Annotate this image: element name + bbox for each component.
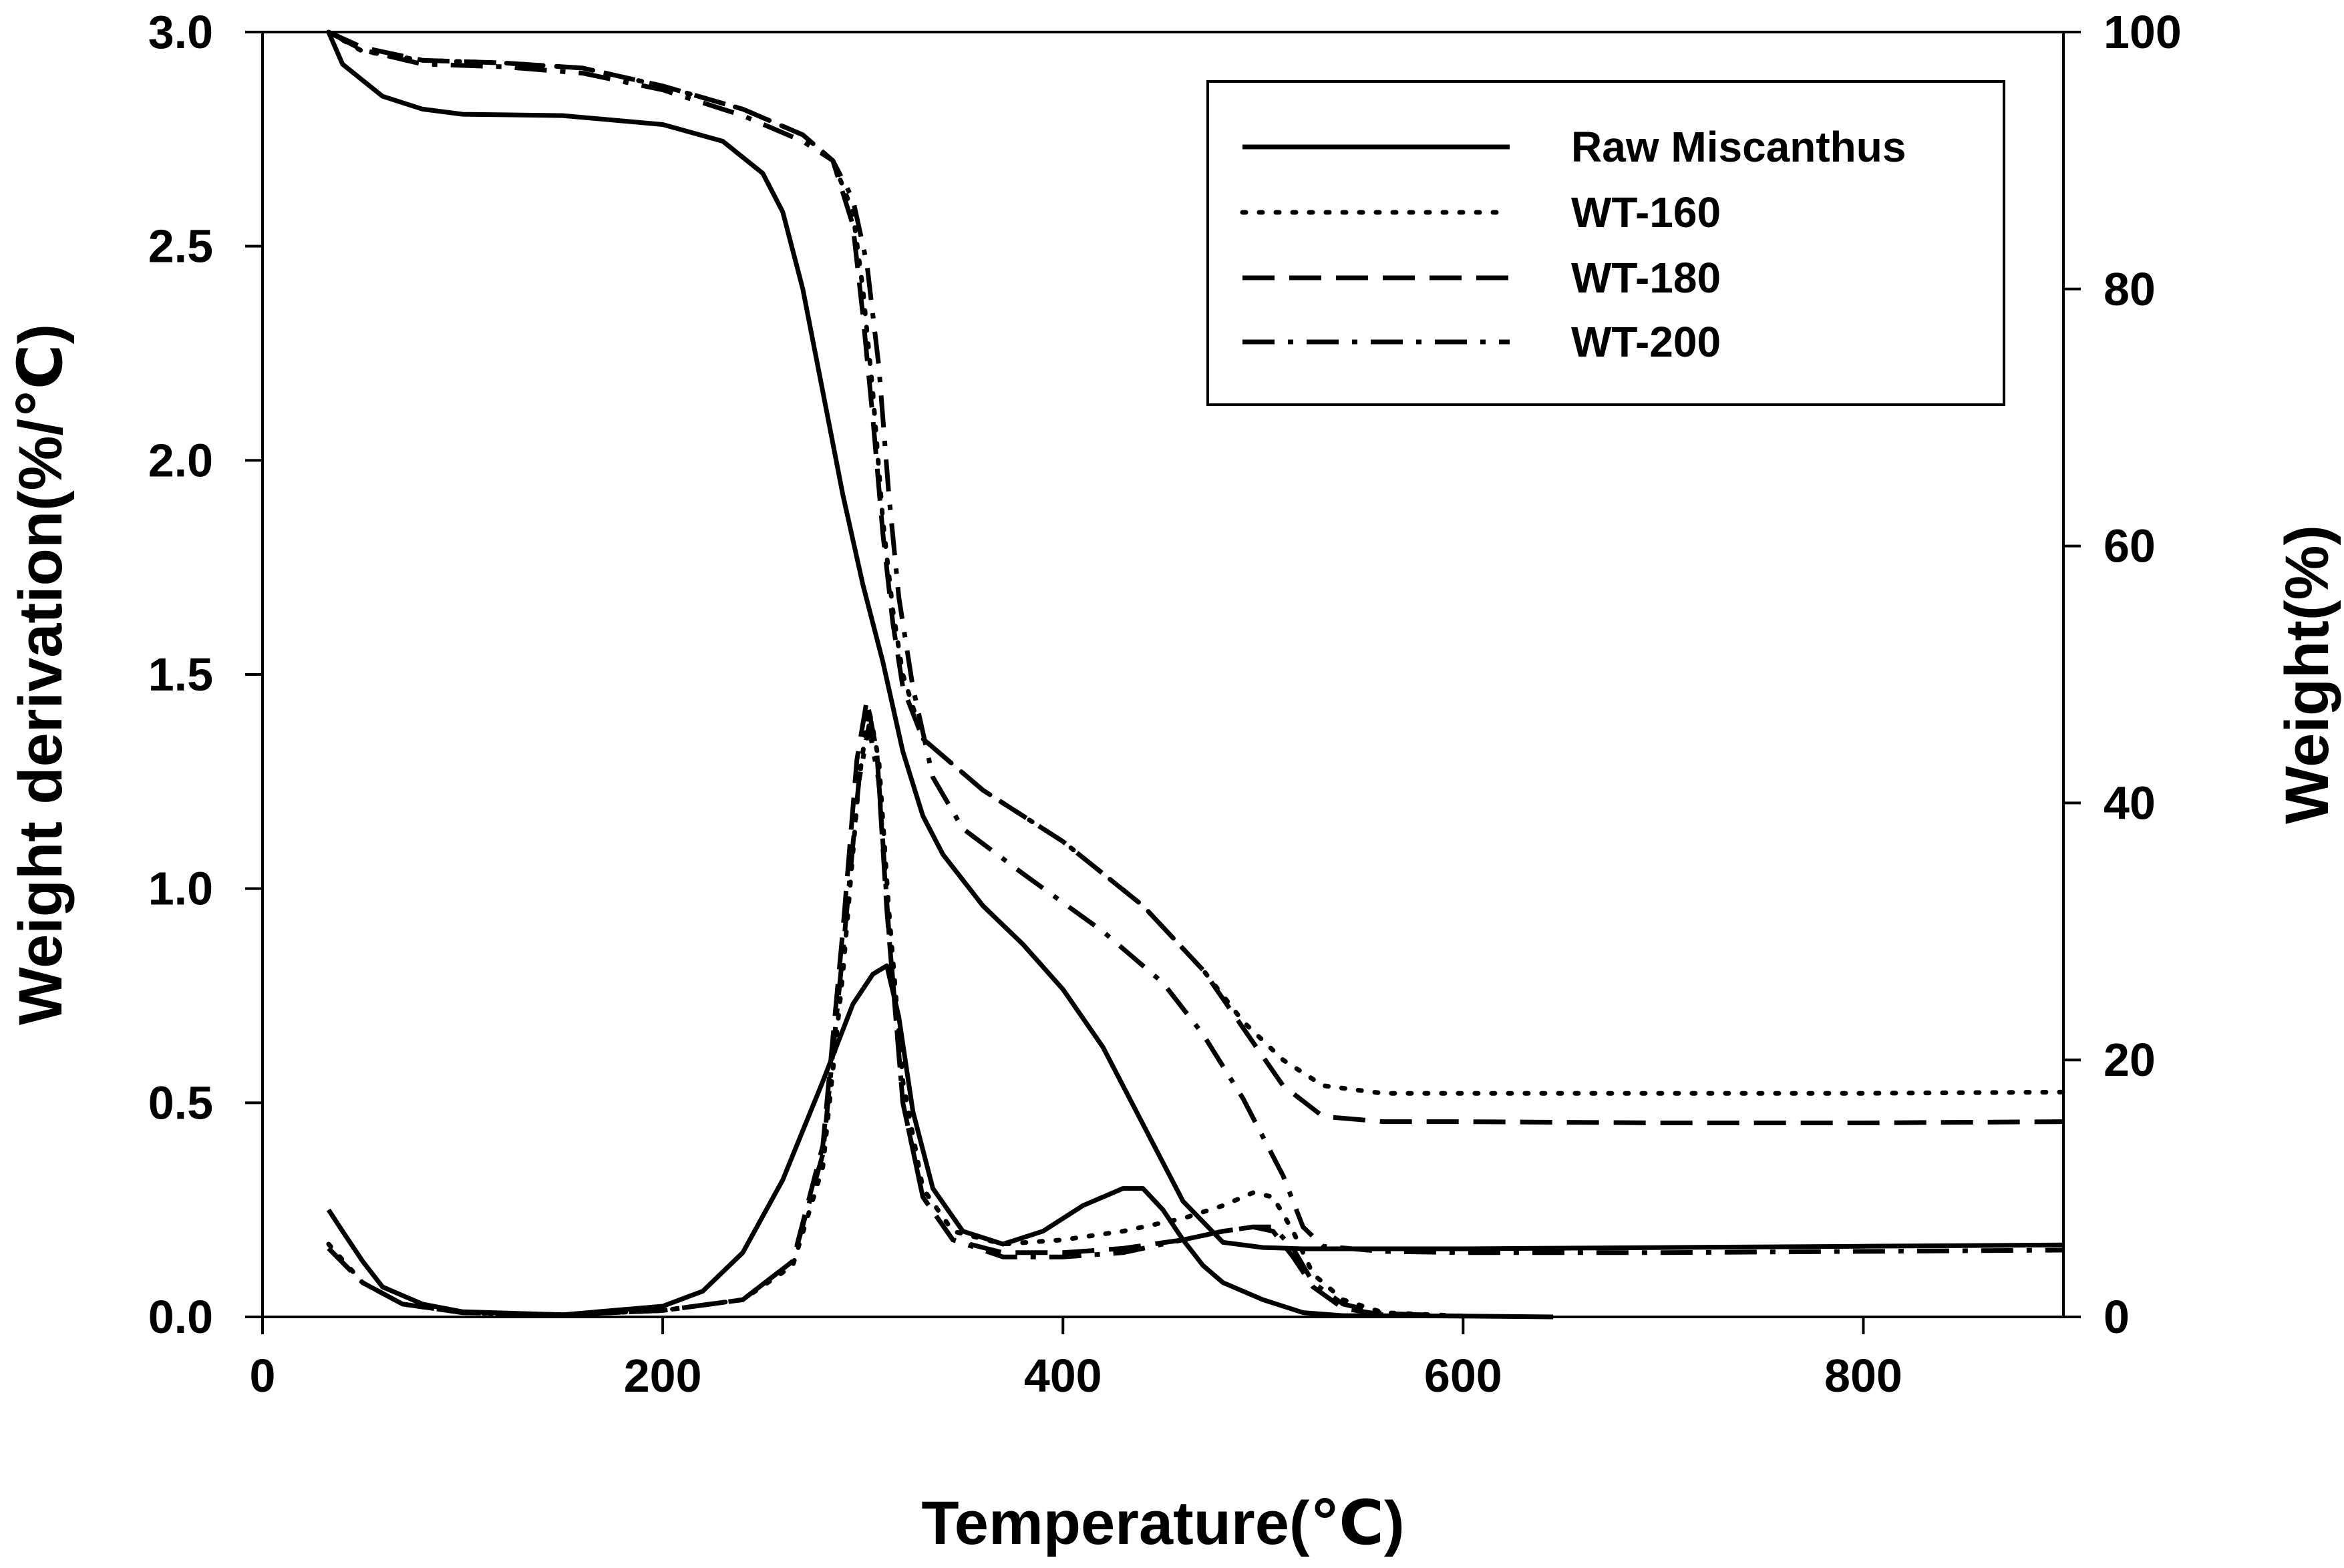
x-axis-label: Temperature(℃) <box>921 1489 1404 1557</box>
series-raw-miscanthus-weight-line <box>326 31 2064 1251</box>
y-right-tick-label: 40 <box>2104 777 2156 829</box>
y-right-axis-ticks: 0 20 40 60 80 100 <box>2063 6 2182 1343</box>
x-tick-label: 800 <box>1824 1350 1902 1402</box>
legend-items: Raw Miscanthus WT-160 WT-180 WT-200 <box>1240 123 1906 366</box>
series-raw-miscanthus-derivative-line <box>326 963 1554 1320</box>
y-right-tick-label: 0 <box>2104 1291 2130 1343</box>
x-tick-label: 200 <box>624 1350 702 1402</box>
series-wt-200-derivative-line <box>327 723 1464 1319</box>
x-tick-label: 400 <box>1024 1350 1102 1402</box>
series-wt-180-derivative-line <box>327 698 1464 1319</box>
y-left-tick-label: 2.5 <box>148 220 213 272</box>
legend-label: WT-180 <box>1571 254 1721 302</box>
x-axis-ticks: 0 200 400 600 800 <box>250 1317 1902 1402</box>
series-wt-200-weight-line <box>327 29 2064 1255</box>
legend-label: WT-200 <box>1571 318 1721 366</box>
series-wt-160-derivative-line <box>326 706 1466 1319</box>
y-left-tick-label: 2.0 <box>148 434 213 486</box>
y-left-tick-label: 0.0 <box>148 1291 213 1343</box>
y-left-tick-label: 0.5 <box>148 1076 213 1129</box>
series-layer <box>326 29 2066 1320</box>
y-left-axis-ticks: 0.0 0.5 1.0 1.5 2.0 2.5 3.0 <box>148 6 263 1343</box>
x-tick-label: 600 <box>1424 1350 1502 1402</box>
legend-label: Raw Miscanthus <box>1571 123 1906 171</box>
y-left-tick-label: 1.0 <box>148 863 213 915</box>
y-right-tick-label: 20 <box>2104 1034 2156 1086</box>
x-tick-label: 0 <box>250 1350 276 1402</box>
legend-box <box>1206 80 2005 406</box>
y-right-tick-label: 80 <box>2104 263 2156 315</box>
y-right-tick-label: 60 <box>2104 520 2156 572</box>
y-left-tick-label: 1.5 <box>148 648 213 701</box>
y-right-tick-label: 100 <box>2104 6 2182 58</box>
y-left-axis-label: Weight derivation(%/℃) <box>7 324 75 1025</box>
legend-label: WT-160 <box>1571 188 1721 236</box>
series-wt-180-weight-line <box>327 29 2064 1125</box>
y-left-tick-label: 3.0 <box>148 6 213 58</box>
legend: Raw Miscanthus WT-160 WT-180 WT-200 <box>1206 80 2005 406</box>
y-right-axis-label: Weight(%) <box>2273 525 2341 824</box>
